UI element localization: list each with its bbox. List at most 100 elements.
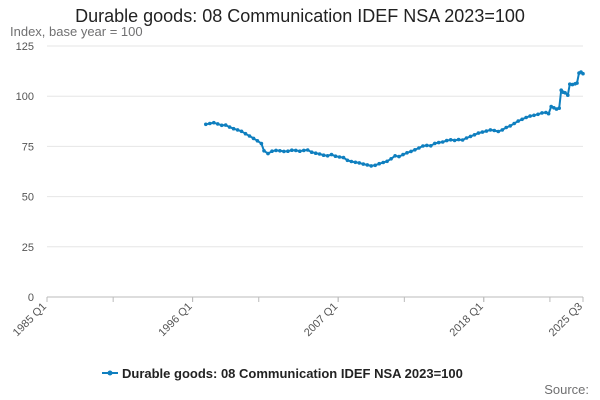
data-point (496, 129, 501, 134)
data-point (251, 136, 256, 141)
data-point (309, 150, 314, 154)
data-point (389, 157, 393, 161)
data-point (212, 120, 216, 125)
data-point (290, 148, 294, 152)
data-point (536, 112, 540, 117)
data-point (215, 122, 220, 126)
data-point (278, 149, 282, 153)
data-point (484, 129, 489, 133)
data-point (235, 128, 240, 132)
data-point (333, 154, 338, 158)
y-tick-label: 0 (28, 292, 34, 304)
data-point (282, 149, 286, 154)
data-point (575, 81, 579, 85)
data-point (266, 151, 270, 156)
x-tick-label: 2025 Q3 (547, 301, 585, 339)
data-point (313, 151, 318, 155)
data-point (385, 159, 389, 164)
data-point (520, 117, 524, 122)
data-point (337, 155, 342, 159)
data-point (405, 151, 409, 155)
data-point (508, 124, 512, 128)
data-point (298, 149, 302, 153)
data-point (259, 141, 264, 146)
data-point (425, 143, 429, 148)
x-tick-label: 2007 Q1 (302, 301, 340, 339)
data-point (417, 146, 421, 150)
data-point (255, 139, 260, 143)
data-point (274, 148, 278, 153)
data-point (429, 144, 433, 148)
data-point (476, 131, 481, 135)
data-point (566, 93, 570, 97)
x-tick-label: 1996 Q1 (156, 301, 194, 339)
data-point (317, 152, 322, 156)
y-tick-label: 125 (16, 41, 34, 53)
data-point (452, 138, 457, 143)
data-point (349, 159, 354, 164)
data-point (448, 138, 453, 142)
data-point (321, 153, 326, 157)
chart-subtitle: Index, base year = 100 (10, 24, 143, 39)
data-point (239, 129, 244, 134)
data-point (504, 125, 509, 130)
data-point (227, 125, 232, 129)
data-point (557, 106, 561, 110)
legend-swatch-marker (107, 370, 113, 376)
y-tick-label: 50 (22, 192, 34, 204)
data-point (361, 162, 366, 166)
data-point (329, 152, 334, 157)
data-point (243, 131, 248, 136)
data-point (409, 149, 413, 154)
data-point (421, 144, 425, 148)
data-point (231, 126, 236, 131)
data-point (357, 161, 362, 165)
data-point (381, 160, 386, 165)
data-point (472, 133, 477, 137)
data-point (353, 160, 358, 165)
data-point (512, 121, 516, 126)
data-point (581, 71, 585, 76)
data-point (492, 128, 497, 133)
data-point (401, 152, 405, 157)
legend-label: Durable goods: 08 Communication IDEF NSA… (122, 366, 463, 381)
data-point (373, 163, 378, 168)
data-point (500, 128, 505, 132)
data-point (524, 115, 528, 120)
data-point (204, 122, 208, 127)
data-point (345, 158, 350, 163)
data-point (570, 82, 575, 87)
data-point (528, 114, 532, 118)
data-point (460, 138, 465, 142)
data-point (302, 148, 306, 153)
x-tick-label: 1985 Q1 (11, 301, 49, 339)
data-point (544, 110, 548, 115)
data-point (325, 154, 330, 158)
data-point (393, 154, 397, 158)
data-point (468, 134, 473, 139)
chart-title: Durable goods: 08 Communication IDEF NSA… (75, 6, 525, 26)
y-tick-label: 75 (22, 141, 34, 153)
data-point (480, 130, 485, 134)
data-point (488, 128, 493, 132)
data-point (377, 161, 382, 166)
data-point (540, 111, 544, 115)
data-point (262, 149, 266, 153)
data-point (286, 149, 290, 153)
data-point (223, 123, 228, 127)
data-point (365, 163, 370, 167)
data-point (516, 119, 520, 123)
data-point (247, 134, 252, 138)
data-point (369, 164, 374, 168)
data-point (440, 140, 445, 144)
data-point (464, 136, 469, 140)
data-point (341, 155, 346, 160)
data-point (436, 140, 441, 145)
data-point (270, 149, 274, 153)
data-point (532, 113, 536, 118)
y-tick-label: 100 (16, 91, 34, 103)
data-point (397, 154, 401, 159)
data-point (546, 111, 551, 116)
data-point (456, 137, 461, 142)
